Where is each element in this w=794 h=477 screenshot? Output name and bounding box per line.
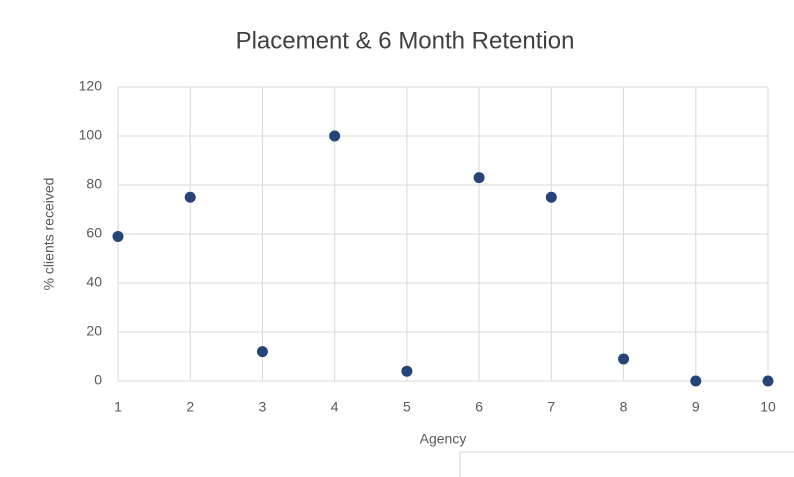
point bbox=[473, 172, 485, 184]
x-tick-label: 3 bbox=[259, 399, 267, 415]
point bbox=[618, 353, 630, 365]
x-tick-label: 7 bbox=[547, 399, 555, 415]
y-tick-label: 120 bbox=[79, 78, 103, 94]
point bbox=[690, 375, 702, 387]
y-tick-label: 60 bbox=[86, 225, 102, 241]
x-tick-label: 6 bbox=[475, 399, 483, 415]
point bbox=[545, 191, 557, 203]
point bbox=[762, 375, 774, 387]
y-tick-label: 80 bbox=[86, 176, 102, 192]
x-tick-label: 9 bbox=[692, 399, 700, 415]
y-tick-label: 20 bbox=[86, 323, 102, 339]
x-tick-label: 2 bbox=[186, 399, 194, 415]
x-axis-label: Agency bbox=[420, 431, 467, 447]
x-tick-label: 1 bbox=[114, 399, 122, 415]
y-axis-label: % clients received bbox=[41, 178, 57, 291]
point bbox=[184, 191, 196, 203]
chart-title: Placement & 6 Month Retention bbox=[236, 27, 575, 54]
point bbox=[112, 230, 124, 242]
y-tick-label: 100 bbox=[79, 127, 103, 143]
x-tick-label: 4 bbox=[331, 399, 339, 415]
y-tick-label: 40 bbox=[86, 274, 102, 290]
point bbox=[329, 130, 341, 142]
point bbox=[256, 346, 268, 358]
y-tick-label: 0 bbox=[94, 372, 102, 388]
x-tick-label: 5 bbox=[403, 399, 411, 415]
point bbox=[401, 365, 413, 377]
x-tick-label: 8 bbox=[620, 399, 628, 415]
x-tick-label: 10 bbox=[760, 399, 776, 415]
